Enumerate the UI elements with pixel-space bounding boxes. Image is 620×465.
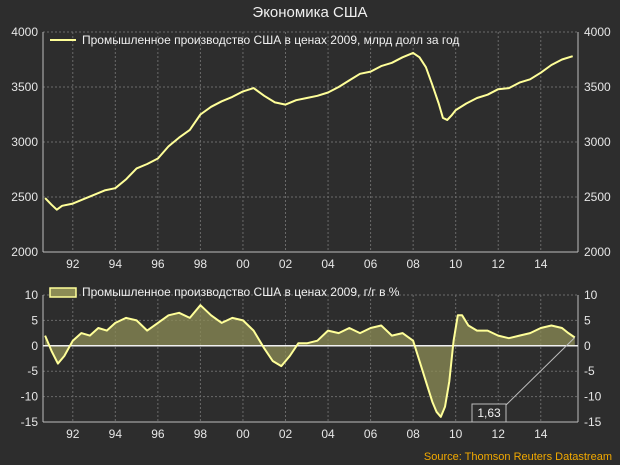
y-tick-label-left: 5 <box>31 313 38 327</box>
y-tick-label-left: 3000 <box>11 135 38 149</box>
x-tick-label: 96 <box>151 257 165 271</box>
x-tick-label: 94 <box>109 427 123 441</box>
legend-label: Промышленное производство США в ценах 20… <box>82 285 400 299</box>
y-tick-label-left: 2000 <box>11 245 38 259</box>
x-tick-label: 98 <box>194 257 208 271</box>
y-tick-label-right: 3000 <box>584 135 611 149</box>
chart-title: Экономика США <box>252 4 367 21</box>
y-tick-label-right: -15 <box>584 415 602 429</box>
y-tick-label-right: 10 <box>584 288 598 302</box>
x-tick-label: 10 <box>449 427 463 441</box>
legend-swatch <box>49 287 77 298</box>
x-tick-label: 08 <box>406 257 420 271</box>
callout-label: 1,63 <box>477 406 501 420</box>
y-tick-label-right: 3500 <box>584 80 611 94</box>
y-tick-label-right: 0 <box>584 339 591 353</box>
y-tick-label-left: 3500 <box>11 80 38 94</box>
x-tick-label: 12 <box>492 427 506 441</box>
x-tick-label: 00 <box>236 257 250 271</box>
callout-leader <box>505 337 576 406</box>
source-label: Source: Thomson Reuters Datastream <box>424 451 612 463</box>
y-tick-label-right: -5 <box>584 364 595 378</box>
x-tick-label: 96 <box>151 427 165 441</box>
series-area-fill <box>45 305 575 417</box>
x-tick-label: 04 <box>321 257 335 271</box>
y-tick-label-left: -5 <box>27 364 38 378</box>
x-tick-label: 12 <box>492 257 506 271</box>
y-tick-label-left: -15 <box>21 415 39 429</box>
series-line <box>44 304 576 418</box>
x-tick-label: 94 <box>109 257 123 271</box>
y-tick-label-left: 10 <box>25 288 39 302</box>
y-tick-label-left: 4000 <box>11 25 38 39</box>
y-tick-label-right: 5 <box>584 313 591 327</box>
x-tick-label: 92 <box>66 427 80 441</box>
y-tick-label-left: 0 <box>31 339 38 353</box>
x-tick-label: 02 <box>279 257 293 271</box>
x-tick-label: 10 <box>449 257 463 271</box>
y-tick-label-right: 4000 <box>584 25 611 39</box>
x-tick-label: 98 <box>194 427 208 441</box>
x-tick-label: 08 <box>406 427 420 441</box>
x-tick-label: 06 <box>364 257 378 271</box>
y-tick-label-right: -10 <box>584 390 602 404</box>
x-tick-label: 04 <box>321 427 335 441</box>
x-tick-label: 14 <box>534 257 548 271</box>
y-tick-label-left: -10 <box>21 390 39 404</box>
x-tick-label: 06 <box>364 427 378 441</box>
x-tick-label: 92 <box>66 257 80 271</box>
x-tick-label: 02 <box>279 427 293 441</box>
y-tick-label-right: 2500 <box>584 190 611 204</box>
x-tick-label: 14 <box>534 427 548 441</box>
x-tick-label: 00 <box>236 427 250 441</box>
series-line <box>44 51 573 211</box>
y-tick-label-left: 2500 <box>11 190 38 204</box>
callout-box <box>471 403 507 423</box>
legend-label: Промышленное производство США в ценах 20… <box>82 33 459 47</box>
y-tick-label-right: 2000 <box>584 245 611 259</box>
